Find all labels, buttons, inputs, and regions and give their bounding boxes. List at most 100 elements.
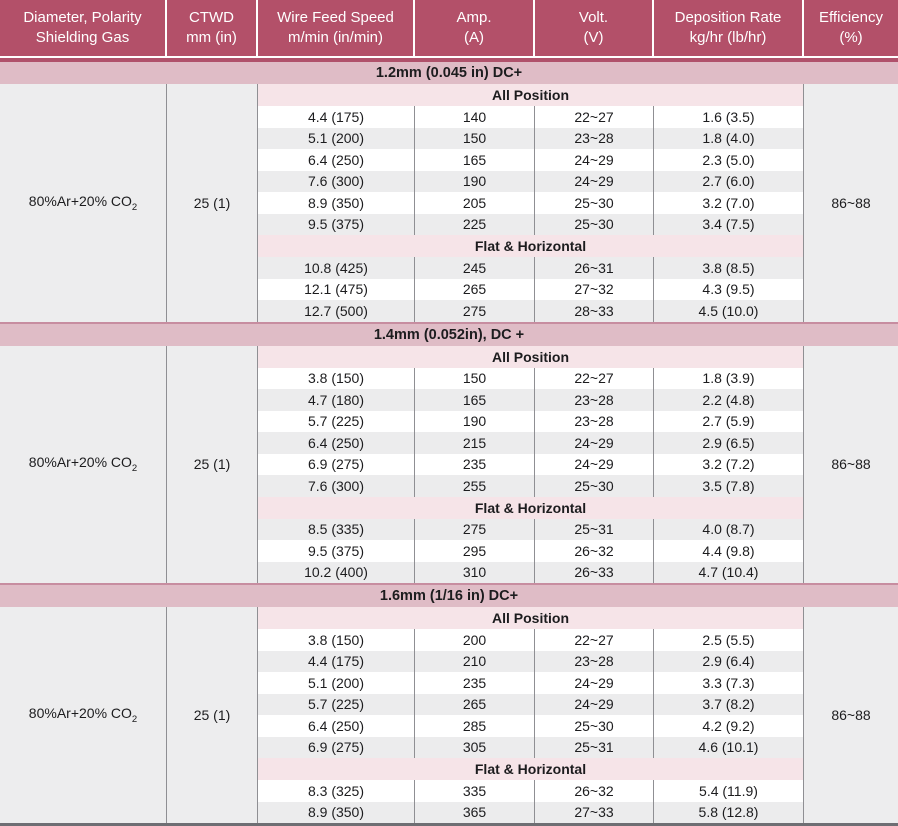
data-row: 4.4 (175) 140 22~27 1.6 (3.5) — [0, 106, 898, 128]
position-band-label: Flat & Horizontal — [258, 496, 804, 519]
data-row: 6.4 (250) 215 24~29 2.9 (6.5) — [0, 432, 898, 454]
position-band-label: All Position — [258, 607, 804, 629]
data-row: 12.1 (475) 265 27~32 4.3 (9.5) — [0, 278, 898, 300]
amperage-cell: 335 — [415, 780, 535, 802]
voltage-cell: 27~33 — [535, 801, 654, 823]
deposition-rate-cell: 2.9 (6.5) — [654, 432, 804, 454]
deposition-rate-cell: 2.7 (5.9) — [654, 410, 804, 432]
amperage-cell: 210 — [415, 650, 535, 672]
amperage-cell: 190 — [415, 410, 535, 432]
wire-feed-speed-cell: 10.8 (425) — [258, 257, 415, 279]
header-line: mm (in) — [186, 29, 237, 46]
data-row: 6.9 (275) 235 24~29 3.2 (7.2) — [0, 453, 898, 475]
shielding-gas-text: 80%Ar+20% CO — [28, 192, 132, 209]
data-row: 4.4 (175) 210 23~28 2.9 (6.4) — [0, 650, 898, 672]
deposition-rate-cell: 3.5 (7.8) — [654, 475, 804, 497]
data-row: 12.7 (500) 275 28~33 4.5 (10.0) — [0, 300, 898, 322]
header-row: Diameter, Polarity Shielding Gas CTWD mm… — [0, 0, 898, 58]
col-header-wire-feed-speed: Wire Feed Speed m/min (in/min) — [258, 0, 415, 58]
voltage-cell: 22~27 — [535, 367, 654, 389]
position-band-label: All Position — [258, 84, 804, 106]
wire-feed-speed-cell: 8.3 (325) — [258, 780, 415, 802]
position-band-row: Flat & Horizontal — [0, 496, 898, 519]
voltage-cell: 23~28 — [535, 410, 654, 432]
voltage-cell: 24~29 — [535, 170, 654, 192]
amperage-cell: 190 — [415, 170, 535, 192]
wire-feed-speed-cell: 7.6 (300) — [258, 170, 415, 192]
data-row: 10.8 (425) 245 26~31 3.8 (8.5) — [0, 257, 898, 279]
wire-feed-speed-cell: 12.7 (500) — [258, 300, 415, 322]
header-line: (%) — [839, 29, 863, 46]
amperage-cell: 215 — [415, 432, 535, 454]
shielding-gas-text: 80%Ar+20% CO — [28, 454, 132, 471]
amperage-cell: 365 — [415, 801, 535, 823]
amperage-cell: 235 — [415, 453, 535, 475]
deposition-rate-cell: 4.0 (8.7) — [654, 518, 804, 540]
amperage-cell: 165 — [415, 389, 535, 411]
col-header-diameter-polarity-gas: Diameter, Polarity Shielding Gas — [0, 0, 167, 58]
position-band-label: Flat & Horizontal — [258, 235, 804, 257]
col-header-amperage: Amp. (A) — [415, 0, 535, 58]
voltage-cell: 25~31 — [535, 736, 654, 758]
position-band-row: 80%Ar+20% CO2 25 (1) All Position 86~88 — [0, 607, 898, 823]
deposition-rate-cell: 3.7 (8.2) — [654, 693, 804, 715]
size-band-label: 1.6mm (1/16 in) DC+ — [0, 583, 898, 607]
shielding-gas-text: 80%Ar+20% CO — [28, 705, 132, 722]
wire-feed-speed-cell: 6.9 (275) — [258, 453, 415, 475]
amperage-cell: 285 — [415, 715, 535, 737]
data-row: 8.9 (350) 205 25~30 3.2 (7.0) — [0, 192, 898, 214]
deposition-rate-cell: 4.7 (10.4) — [654, 561, 804, 583]
deposition-rate-cell: 4.2 (9.2) — [654, 715, 804, 737]
wire-feed-speed-cell: 8.9 (350) — [258, 192, 415, 214]
header-line: Deposition Rate — [674, 8, 782, 26]
deposition-rate-cell: 2.2 (4.8) — [654, 389, 804, 411]
voltage-cell: 23~28 — [535, 650, 654, 672]
header-line: Shielding Gas — [35, 29, 130, 46]
deposition-rate-cell: 2.7 (6.0) — [654, 170, 804, 192]
amperage-cell: 150 — [415, 127, 535, 149]
voltage-cell: 27~32 — [535, 278, 654, 300]
voltage-cell: 24~29 — [535, 432, 654, 454]
position-band-row: Flat & Horizontal — [0, 758, 898, 780]
shielding-gas-cell: 80%Ar+20% CO2 — [0, 345, 167, 583]
data-row: 8.3 (325) 335 26~32 5.4 (11.9) — [0, 780, 898, 802]
amperage-cell: 275 — [415, 518, 535, 540]
amperage-cell: 310 — [415, 561, 535, 583]
voltage-cell: 28~33 — [535, 300, 654, 322]
deposition-rate-cell: 5.4 (11.9) — [654, 780, 804, 802]
shielding-gas-cell: 80%Ar+20% CO2 — [0, 607, 167, 823]
amperage-cell: 205 — [415, 192, 535, 214]
amperage-cell: 295 — [415, 540, 535, 562]
deposition-rate-cell: 4.5 (10.0) — [654, 300, 804, 322]
wire-feed-speed-cell: 5.7 (225) — [258, 693, 415, 715]
data-row: 10.2 (400) 310 26~33 4.7 (10.4) — [0, 561, 898, 583]
table-body: 1.2mm (0.045 in) DC+ 80%Ar+20% CO2 25 (1) A… — [0, 58, 898, 823]
wire-feed-speed-cell: 5.1 (200) — [258, 672, 415, 694]
data-row: 6.4 (250) 165 24~29 2.3 (5.0) — [0, 149, 898, 171]
amperage-cell: 265 — [415, 278, 535, 300]
deposition-rate-cell: 3.2 (7.0) — [654, 192, 804, 214]
header-line: Efficiency — [819, 8, 883, 26]
shielding-gas-subscript: 2 — [131, 713, 138, 725]
ctwd-cell: 25 (1) — [167, 345, 258, 583]
header-line: (V) — [583, 29, 604, 46]
deposition-rate-cell: 3.2 (7.2) — [654, 453, 804, 475]
data-row: 5.1 (200) 150 23~28 1.8 (4.0) — [0, 127, 898, 149]
wire-feed-speed-cell: 6.9 (275) — [258, 736, 415, 758]
deposition-rate-cell: 5.8 (12.8) — [654, 801, 804, 823]
wire-feed-speed-cell: 3.8 (150) — [258, 629, 415, 651]
wire-feed-speed-cell: 9.5 (375) — [258, 540, 415, 562]
voltage-cell: 24~29 — [535, 453, 654, 475]
voltage-cell: 26~32 — [535, 780, 654, 802]
size-band-label: 1.2mm (0.045 in) DC+ — [0, 58, 898, 84]
data-row: 5.7 (225) 265 24~29 3.7 (8.2) — [0, 693, 898, 715]
position-band-label: All Position — [258, 345, 804, 368]
ctwd-cell: 25 (1) — [167, 84, 258, 322]
col-header-deposition-rate: Deposition Rate kg/hr (lb/hr) — [654, 0, 804, 58]
deposition-rate-cell: 3.4 (7.5) — [654, 213, 804, 235]
voltage-cell: 25~31 — [535, 518, 654, 540]
position-band-label: Flat & Horizontal — [258, 758, 804, 780]
deposition-rate-cell: 1.8 (3.9) — [654, 367, 804, 389]
wire-feed-speed-cell: 6.4 (250) — [258, 715, 415, 737]
wire-feed-speed-cell: 5.7 (225) — [258, 410, 415, 432]
